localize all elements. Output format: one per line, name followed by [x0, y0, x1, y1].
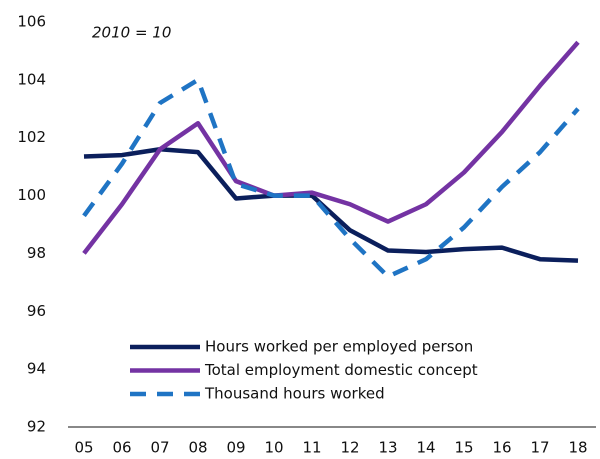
x-tick-label: 09	[226, 439, 245, 457]
legend-label: Total employment domestic concept	[204, 361, 478, 379]
x-tick-label: 05	[74, 439, 93, 457]
y-tick-label: 100	[17, 186, 46, 204]
legend-label: Hours worked per employed person	[205, 338, 473, 356]
x-tick-label: 11	[302, 439, 321, 457]
x-tick-label: 14	[416, 439, 435, 457]
y-tick-label: 96	[27, 302, 46, 320]
x-tick-label: 16	[492, 439, 511, 457]
x-tick-label: 12	[340, 439, 359, 457]
line-series	[83, 147, 579, 263]
x-tick-label: 10	[264, 439, 283, 457]
x-tick-label: 15	[454, 439, 473, 457]
annotation: 2010 = 10	[92, 24, 171, 42]
y-tick-label: 106	[17, 13, 46, 31]
x-tick-label: 18	[568, 439, 587, 457]
line-series	[82, 77, 580, 279]
y-tick-label: 102	[17, 128, 46, 146]
x-tick-label: 13	[378, 439, 397, 457]
x-tick-label: 17	[530, 439, 549, 457]
x-tick-label: 08	[188, 439, 207, 457]
y-tick-label: 94	[27, 360, 46, 378]
y-tick-label: 104	[17, 70, 46, 88]
y-tick-label: 92	[27, 418, 46, 436]
legend-label: Thousand hours worked	[204, 385, 385, 403]
line-series	[82, 40, 580, 255]
x-tick-label: 06	[112, 439, 131, 457]
x-tick-label: 07	[150, 439, 169, 457]
y-tick-label: 98	[27, 244, 46, 262]
